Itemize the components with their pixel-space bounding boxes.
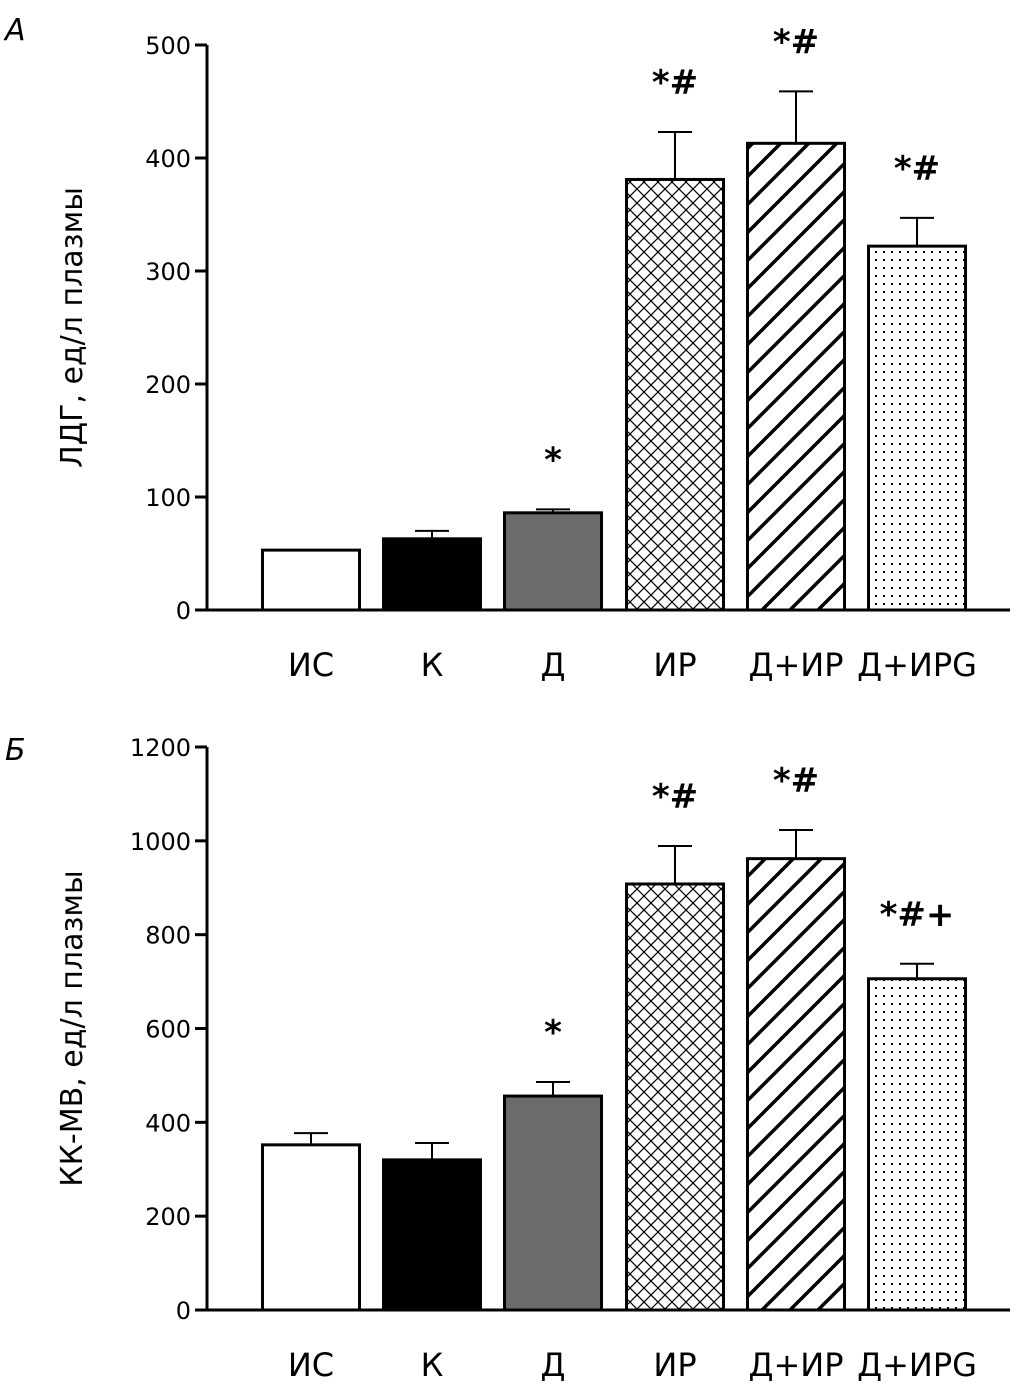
significance-label: *# bbox=[894, 149, 940, 189]
bar-Д+ИРG bbox=[867, 244, 967, 612]
y-tick-label: 200 bbox=[145, 1203, 191, 1231]
y-axis-label: ЛДГ, ед/л плазмы bbox=[55, 187, 90, 468]
panel-label: А bbox=[3, 13, 26, 48]
bar-Д+ИРG bbox=[867, 977, 967, 1312]
bar-Д+ИР bbox=[746, 857, 846, 1312]
bar-ИР bbox=[625, 882, 725, 1312]
y-tick-label: 0 bbox=[176, 597, 191, 625]
x-tick-label: Д+ИРG bbox=[857, 1346, 977, 1384]
bar-Д+ИР bbox=[746, 141, 846, 612]
x-tick-label: ИР bbox=[653, 646, 696, 684]
significance-label: * bbox=[544, 1013, 562, 1053]
y-tick-label: 1000 bbox=[130, 828, 191, 856]
significance-label: *# bbox=[773, 761, 819, 801]
x-tick-label: Д bbox=[541, 646, 566, 684]
bar-К bbox=[382, 537, 482, 612]
y-tick-label: 300 bbox=[145, 258, 191, 286]
bar-К bbox=[382, 1158, 482, 1312]
y-tick-label: 200 bbox=[145, 371, 191, 399]
x-tick-label: ИС bbox=[288, 1346, 334, 1384]
chart-b: Б КК-МВ, ед/л плазмы 0 200 400 600 800 1000 1200… bbox=[5, 733, 1010, 1384]
y-axis-label: КК-МВ, ед/л плазмы bbox=[55, 870, 90, 1186]
chart-a: А ЛДГ, ед/л плазмы 0 100 200 300 400 500 ИС К * Д *#… bbox=[3, 13, 1010, 684]
x-tick-label: ИР bbox=[653, 1346, 696, 1384]
significance-label: * bbox=[544, 440, 562, 480]
y-tick-label: 800 bbox=[145, 922, 191, 950]
x-tick-label: Д bbox=[541, 1346, 566, 1384]
y-tick-label: 0 bbox=[176, 1297, 191, 1325]
y-tick-label: 500 bbox=[145, 32, 191, 60]
x-tick-label: К bbox=[421, 1346, 444, 1384]
x-tick-label: Д+ИР bbox=[748, 646, 843, 684]
y-tick-label: 400 bbox=[145, 1109, 191, 1137]
x-tick-label: Д+ИРG bbox=[857, 646, 977, 684]
bar-Д bbox=[503, 511, 603, 612]
significance-label: *# bbox=[652, 777, 698, 817]
y-tick-label: 100 bbox=[145, 484, 191, 512]
y-tick-label: 400 bbox=[145, 145, 191, 173]
significance-label: *# bbox=[773, 22, 819, 62]
bar-ИС bbox=[261, 548, 361, 612]
significance-label: *# bbox=[652, 63, 698, 103]
bar-ИР bbox=[625, 177, 725, 612]
significance-label: *#+ bbox=[880, 895, 955, 935]
x-tick-label: Д+ИР bbox=[748, 1346, 843, 1384]
x-tick-label: К bbox=[421, 646, 444, 684]
y-tick-label: 1200 bbox=[130, 734, 191, 762]
bar-Д bbox=[503, 1094, 603, 1312]
bar-ИС bbox=[261, 1143, 361, 1312]
panel-label: Б bbox=[5, 733, 26, 768]
x-tick-label: ИС bbox=[288, 646, 334, 684]
y-tick-label: 600 bbox=[145, 1016, 191, 1044]
